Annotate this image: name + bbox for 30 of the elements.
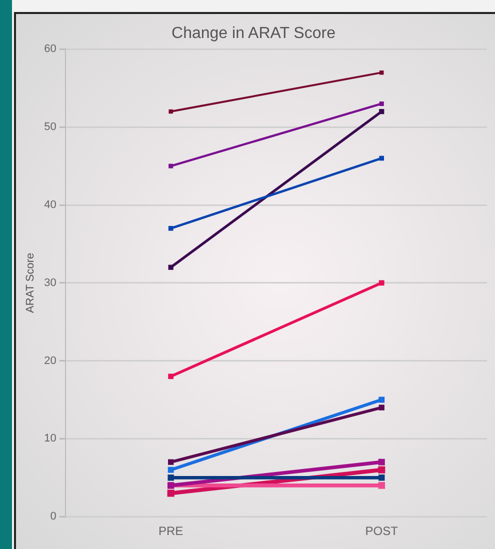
point [168, 466, 174, 473]
point [168, 264, 174, 270]
point [378, 474, 385, 481]
point [378, 482, 386, 489]
point [379, 108, 384, 114]
point [378, 396, 385, 403]
y-tick-label: 20 [44, 354, 56, 367]
y-tick-label: 0 [50, 510, 56, 523]
point [168, 474, 174, 481]
point [168, 374, 174, 380]
x-tick-label: POST [365, 524, 399, 538]
y-tick-label: 60 [44, 43, 56, 56]
y-axis-title: ARAT Score [24, 252, 37, 313]
point [378, 466, 386, 474]
point [379, 156, 384, 161]
point [168, 459, 174, 465]
point [378, 404, 384, 410]
point [168, 109, 173, 114]
x-tick-label: PRE [158, 524, 184, 538]
point [168, 164, 174, 168]
point [378, 280, 384, 286]
point [378, 458, 385, 466]
point [168, 226, 174, 231]
point [379, 101, 384, 106]
y-tick-label: 30 [44, 276, 56, 289]
point [167, 490, 174, 497]
y-tick-label: 10 [44, 432, 56, 445]
y-tick-label: 40 [44, 199, 56, 212]
chart-title: Change in ARAT Score [172, 25, 336, 42]
y-tick-label: 50 [44, 121, 56, 134]
